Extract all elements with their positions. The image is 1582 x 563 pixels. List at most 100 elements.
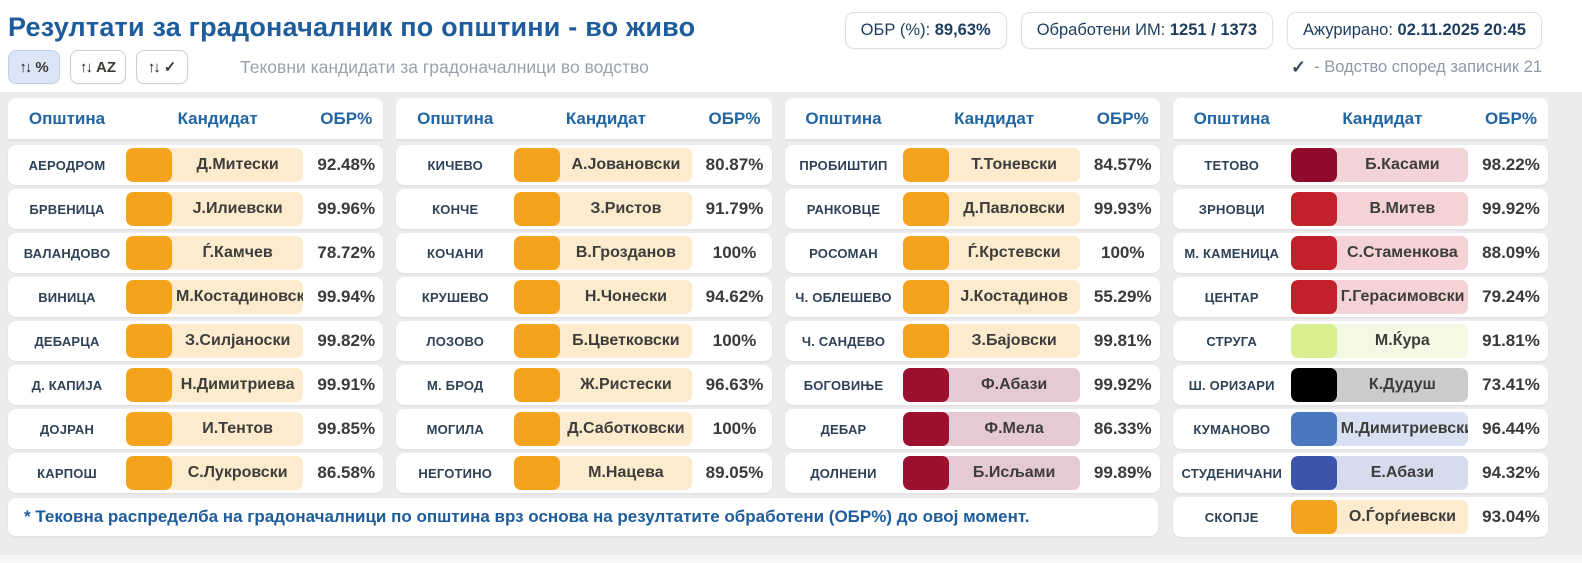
municipality-name: Ч. ОБЛЕШЕВО	[795, 289, 892, 305]
candidate-name: Б.Цветковски	[572, 332, 680, 349]
table-row: СТРУГА М.Ќура 91.81%	[1172, 321, 1548, 361]
candidate-name: Е.Абази	[1370, 464, 1434, 481]
column-header: Кандидат	[565, 108, 646, 128]
party-color-swatch	[902, 456, 949, 490]
municipality-name: КОЧАНИ	[426, 245, 484, 261]
municipality-name: РАНКОВЦЕ	[806, 201, 881, 217]
column-header: ОБР%	[1096, 108, 1149, 128]
candidate-name: М.Нацева	[588, 464, 664, 481]
obr-percent: 99.81%	[1093, 331, 1152, 350]
sort-alpha-button[interactable]: ↑↓ AZ	[70, 50, 126, 84]
candidate-name: Ф.Абази	[981, 376, 1048, 393]
table-row: КОЧАНИ В.Грозданов 100%	[396, 233, 772, 273]
candidate-pill: Д.Павловски	[902, 192, 1080, 226]
candidate-name: Д.Саботковски	[567, 420, 685, 437]
subtitle: Тековни кандидати за градоначалници во в…	[240, 56, 649, 77]
party-color-swatch	[902, 324, 949, 358]
check-icon: ✓	[163, 59, 177, 76]
candidate-pill: Г.Герасимовски	[1290, 280, 1468, 314]
obr-percent: 86.58%	[317, 463, 376, 482]
bottom-strip	[0, 555, 1582, 563]
table-row: БРВЕНИЦА Ј.Илиевски 99.96%	[8, 189, 384, 229]
municipality-name: КИЧЕВО	[427, 157, 483, 173]
footnote: * Тековна распределба на градоначалници …	[8, 498, 1158, 536]
party-color-swatch	[514, 192, 561, 226]
obr-percent: 92.48%	[317, 155, 376, 174]
table-row: Ш. ОРИЗАРИ К.Дудуш 73.41%	[1172, 365, 1548, 405]
party-color-swatch	[514, 236, 561, 270]
candidate-name: С.Лукровски	[187, 464, 288, 481]
obr-percent: 99.92%	[1093, 375, 1152, 394]
badge-label: ОБР (%):	[860, 21, 935, 39]
column-header-row: Општина Кандидат ОБР%	[396, 98, 772, 140]
obr-percent: 89.05%	[705, 463, 764, 482]
obr-percent: 99.85%	[317, 419, 376, 438]
municipality-name: М. КАМЕНИЦА	[1184, 245, 1280, 261]
candidate-name: В.Митев	[1369, 200, 1436, 217]
candidate-name: О.Ѓорѓиевски	[1348, 508, 1456, 525]
candidate-name: Ј.Костадинов	[960, 288, 1068, 305]
table-row: КУМАНОВО М.Димитриевски 96.44%	[1172, 409, 1548, 449]
candidate-pill: Ѓ.Камчев	[126, 236, 304, 270]
page-header: Резултати за градоначалник по општини - …	[0, 0, 1582, 92]
party-color-swatch	[1290, 324, 1337, 358]
candidate-name: Б.Исљами	[972, 464, 1056, 481]
obr-percent: 98.22%	[1482, 155, 1540, 174]
column-group: Општина Кандидат ОБР% АЕРОДРОМ Д.Митески 92.4…	[8, 98, 384, 497]
table-row: КОНЧЕ З.Ристов 91.79%	[396, 189, 772, 229]
footnote-text: * Тековна распределба на градоначалници …	[24, 507, 1030, 526]
sort-buttons: ↑↓ % ↑↓ AZ ↑↓ ✓	[8, 50, 188, 84]
party-color-swatch	[902, 368, 949, 402]
table-row: РОСОМАН Ѓ.Крстевски 100%	[784, 233, 1160, 273]
obr-percent-badge: ОБР (%): 89,63%	[844, 12, 1007, 49]
municipality-name: АЕРОДРОМ	[28, 157, 106, 173]
party-color-swatch	[126, 192, 172, 226]
table-row: ТЕТОВО Б.Касами 98.22%	[1172, 145, 1548, 185]
table-row: ДЕБАР Ф.Мела 86.33%	[784, 409, 1160, 449]
obr-percent: 91.79%	[705, 199, 764, 218]
candidate-name: Ј.Илиевски	[192, 200, 283, 217]
candidate-pill: Н.Димитриева	[126, 368, 304, 402]
municipality-name: ПРОБИШТИП	[799, 157, 888, 173]
candidate-name: З.Ристов	[590, 200, 662, 217]
municipality-name: КУМАНОВО	[1193, 421, 1271, 437]
badge-value: 02.11.2025 20:45	[1397, 21, 1526, 39]
party-color-swatch	[1290, 192, 1337, 226]
obr-percent: 100%	[712, 243, 757, 262]
candidate-name: Б.Касами	[1365, 156, 1440, 173]
candidate-name: В.Грозданов	[575, 244, 676, 261]
table-row: ДОЈРАН И.Тентов 99.85%	[8, 409, 384, 449]
sort-arrows-icon: ↑↓	[19, 58, 32, 76]
table-row: АЕРОДРОМ Д.Митески 92.48%	[8, 145, 384, 185]
candidate-pill: Б.Исљами	[902, 456, 1080, 490]
candidate-pill: З.Бајовски	[902, 324, 1080, 358]
badge-label: Ажурирано:	[1303, 21, 1398, 39]
updated-badge: Ажурирано: 02.11.2025 20:45	[1287, 12, 1542, 49]
candidate-pill: Б.Касами	[1290, 148, 1468, 182]
sort-percent-button[interactable]: ↑↓ %	[8, 50, 60, 84]
party-color-swatch	[1290, 500, 1337, 534]
municipality-name: БРВЕНИЦА	[29, 201, 105, 217]
obr-percent: 99.91%	[317, 375, 376, 394]
municipality-name: БОГОВИЊЕ	[803, 377, 884, 393]
candidate-name: Н.Чонески	[584, 288, 667, 305]
municipality-name: КРУШЕВО	[421, 289, 489, 305]
leader-legend: ✓ - Водство според записник 21	[1291, 57, 1542, 78]
municipality-name: КОНЧЕ	[432, 201, 479, 217]
candidate-pill: Ж.Ристески	[514, 368, 692, 402]
table-row: ПРОБИШТИП Т.Тоневски 84.57%	[784, 145, 1160, 185]
party-color-swatch	[1290, 412, 1337, 446]
candidate-pill: Ј.Илиевски	[126, 192, 304, 226]
municipality-name: ДОЈРАН	[39, 421, 95, 437]
sort-leader-button[interactable]: ↑↓ ✓	[136, 50, 188, 84]
obr-percent: 94.32%	[1482, 463, 1540, 482]
candidate-pill: З.Силјаноски	[126, 324, 304, 358]
municipality-name: ДЕБАР	[820, 421, 867, 437]
candidate-pill: З.Ристов	[514, 192, 692, 226]
municipality-name: СТРУГА	[1206, 333, 1258, 349]
party-color-swatch	[126, 412, 172, 446]
table-row: ВИНИЦА М.Костадиновски 99.94%	[8, 277, 384, 317]
candidate-name: З.Силјаноски	[184, 332, 291, 349]
candidate-pill: Н.Чонески	[514, 280, 692, 314]
candidate-pill: М.Костадиновски	[126, 280, 304, 314]
